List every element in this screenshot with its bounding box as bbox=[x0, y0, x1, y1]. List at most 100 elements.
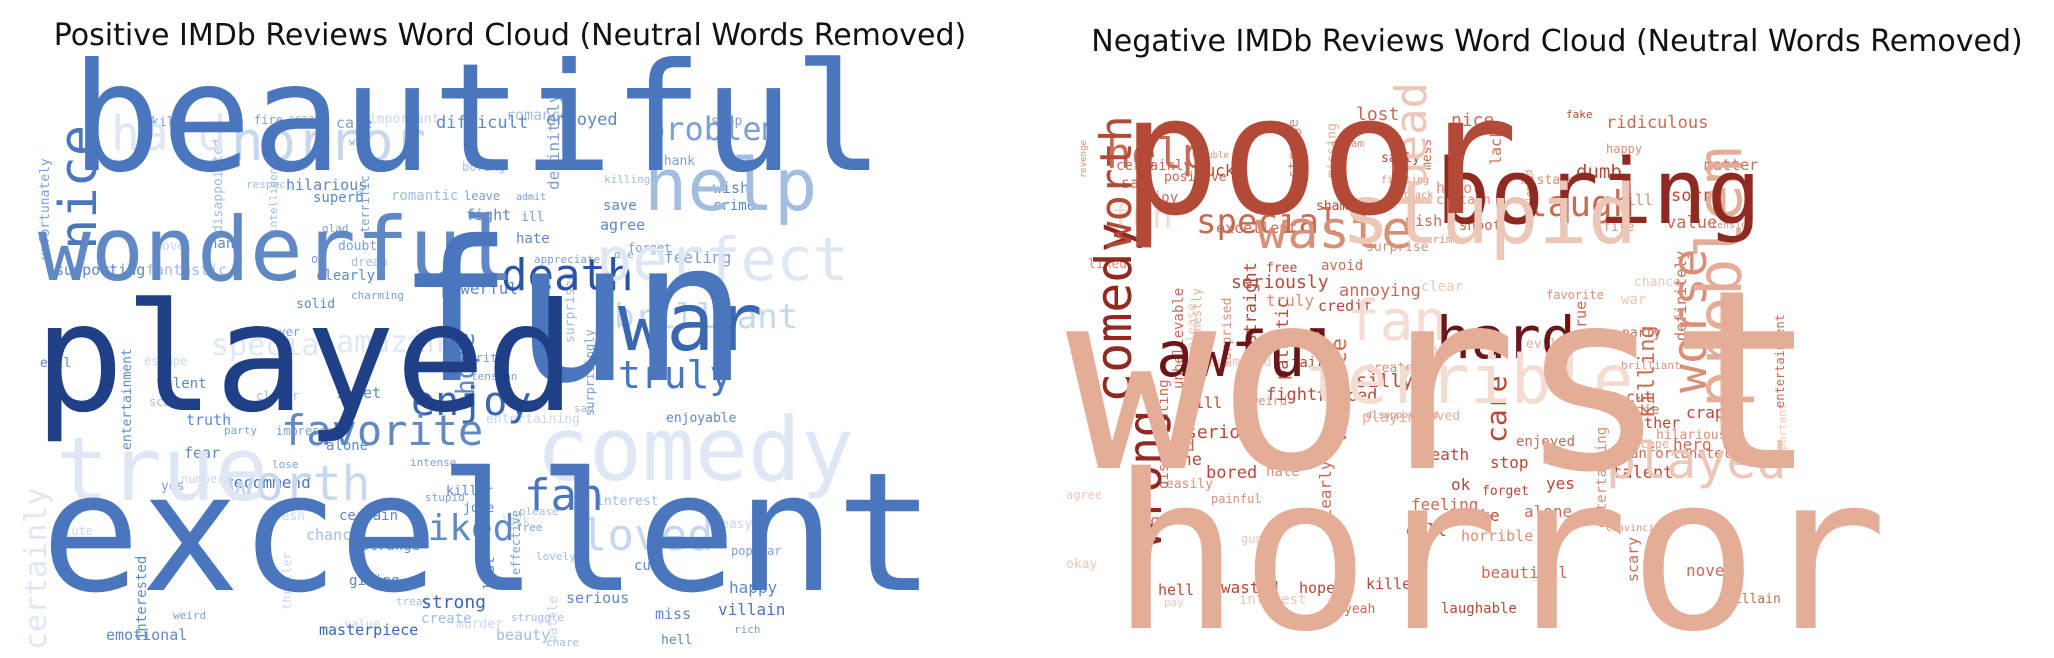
word-worst: worst bbox=[1066, 236, 1819, 527]
word-awful: awful bbox=[1156, 318, 1343, 391]
word-treat: treat bbox=[396, 595, 429, 608]
word-mess: mess bbox=[1420, 139, 1435, 170]
word-solid: solid bbox=[296, 297, 335, 312]
word-favorite: favorite bbox=[281, 406, 483, 455]
word-seriously: seriously bbox=[1231, 272, 1329, 293]
word-miss: miss bbox=[655, 605, 691, 623]
word-fun: fun bbox=[1111, 197, 1172, 237]
word-okay: okay bbox=[1066, 557, 1097, 572]
word-problem: problem bbox=[646, 110, 781, 148]
word-lover: lover bbox=[264, 325, 300, 339]
word-brilliant: brilliant bbox=[1621, 359, 1681, 372]
word-god: god bbox=[1166, 436, 1195, 455]
word-create: create bbox=[421, 611, 472, 627]
word-yeah: yeah bbox=[1344, 602, 1375, 617]
word-escape: escape bbox=[1626, 437, 1669, 451]
word-hard: hard bbox=[111, 106, 227, 162]
word-crap: crap bbox=[1686, 403, 1725, 422]
word-laugh: laugh bbox=[1526, 184, 1634, 225]
word-wrong: wrong bbox=[1118, 410, 1172, 548]
word-fire: fire bbox=[1603, 220, 1634, 235]
word-stop: stop bbox=[711, 114, 742, 129]
word-lack: lack bbox=[501, 514, 531, 528]
word-fight: fight bbox=[1266, 385, 1317, 405]
word-clear: clear bbox=[1421, 279, 1463, 295]
word-thriller: thriller bbox=[280, 552, 294, 610]
word-hand: hand bbox=[209, 236, 243, 252]
word-wonderful: wonderful bbox=[38, 198, 515, 301]
word-problem: problem bbox=[1683, 147, 1756, 408]
word-playing: playing bbox=[1362, 408, 1425, 426]
word-boring: boring bbox=[462, 160, 505, 174]
word-important: important bbox=[1776, 403, 1789, 463]
word-help: help bbox=[1106, 129, 1207, 178]
word-yes: yes bbox=[161, 479, 184, 494]
word-create: create bbox=[1366, 361, 1413, 376]
word-sweet: sweet bbox=[336, 384, 381, 402]
word-war: war bbox=[618, 276, 763, 369]
word-unfortunately: unfortunately bbox=[38, 158, 53, 260]
word-worth: worth bbox=[226, 456, 371, 512]
word-charming: charming bbox=[351, 289, 404, 302]
word-crazy: crazy bbox=[288, 112, 321, 125]
word-party: party bbox=[224, 424, 257, 437]
word-sad: sad bbox=[574, 402, 594, 415]
word-certain: certain bbox=[339, 508, 398, 524]
word-surprised: surprised bbox=[1220, 298, 1235, 368]
word-favorite: favorite bbox=[1546, 288, 1604, 302]
word-ok: ok bbox=[311, 252, 326, 266]
word-humor: humor bbox=[1436, 179, 1481, 197]
word-killing: killing bbox=[1635, 325, 1660, 418]
word-played: played bbox=[34, 272, 576, 446]
word-silly: silly bbox=[1356, 370, 1413, 392]
word-fan: fan bbox=[524, 470, 603, 521]
word-entertaining: entertaining bbox=[486, 412, 580, 427]
word-surprised: surprised bbox=[563, 273, 578, 343]
word-excellent: excellent bbox=[41, 437, 935, 629]
word-beautiful: beautiful bbox=[1481, 563, 1568, 582]
word-huge: huge bbox=[1131, 511, 1170, 530]
word-positive: positive bbox=[1164, 170, 1227, 185]
word-yes: yes bbox=[1546, 474, 1575, 493]
word-scary: scary bbox=[1624, 537, 1642, 582]
word-lost: lost bbox=[482, 556, 498, 590]
word-novel: novel bbox=[154, 239, 193, 254]
word-credit: credit bbox=[1318, 297, 1372, 315]
word-happy: happy bbox=[1606, 142, 1642, 156]
word-spirit: spirit bbox=[454, 351, 497, 365]
word-hate: hate bbox=[516, 231, 550, 247]
word-entertainment: entertainment bbox=[120, 348, 135, 450]
word-hilarious: hilarious bbox=[286, 176, 367, 194]
negative-word-cloud: tension fighting attack convincing talented r… bbox=[1066, 58, 2036, 648]
word-serious: serious bbox=[1186, 422, 1262, 443]
word-truly: truly bbox=[618, 353, 732, 397]
word-strange: strange bbox=[1286, 119, 1302, 178]
word-joke: joke bbox=[463, 501, 494, 516]
word-perfect: perfect bbox=[596, 225, 849, 295]
word-bother: bother bbox=[1626, 414, 1680, 432]
word-dumb: dumb bbox=[1576, 161, 1622, 183]
word-admit: admit bbox=[516, 192, 546, 203]
word-true: true bbox=[1572, 301, 1590, 337]
word-comedy: comedy bbox=[1085, 222, 1143, 403]
word-enjoyed: enjoyed bbox=[546, 110, 618, 130]
word-dull: dull bbox=[1406, 521, 1447, 541]
word-tension: tension bbox=[1711, 220, 1753, 231]
word-bored: bored bbox=[1206, 463, 1257, 483]
word-wish: wish bbox=[713, 179, 749, 197]
word-villain: villain bbox=[1726, 592, 1781, 607]
word-dream: dream bbox=[1331, 137, 1364, 150]
word-romance: romance bbox=[506, 106, 569, 124]
word-laughable: laughable bbox=[1441, 601, 1517, 617]
word-mistake: mistake bbox=[1521, 173, 1576, 188]
word-crime: crime bbox=[1426, 233, 1459, 246]
word-party: party bbox=[1622, 326, 1661, 341]
word-powerful: powerful bbox=[441, 279, 518, 298]
word-dead: dead bbox=[1386, 82, 1437, 188]
word-lovely: lovely bbox=[536, 550, 576, 563]
word-kill: kill bbox=[151, 115, 182, 130]
word-supporting: supporting bbox=[55, 261, 145, 279]
word-fear: fear bbox=[184, 444, 220, 462]
word-care: care bbox=[1480, 376, 1513, 443]
word-hell: hell bbox=[1158, 581, 1194, 599]
